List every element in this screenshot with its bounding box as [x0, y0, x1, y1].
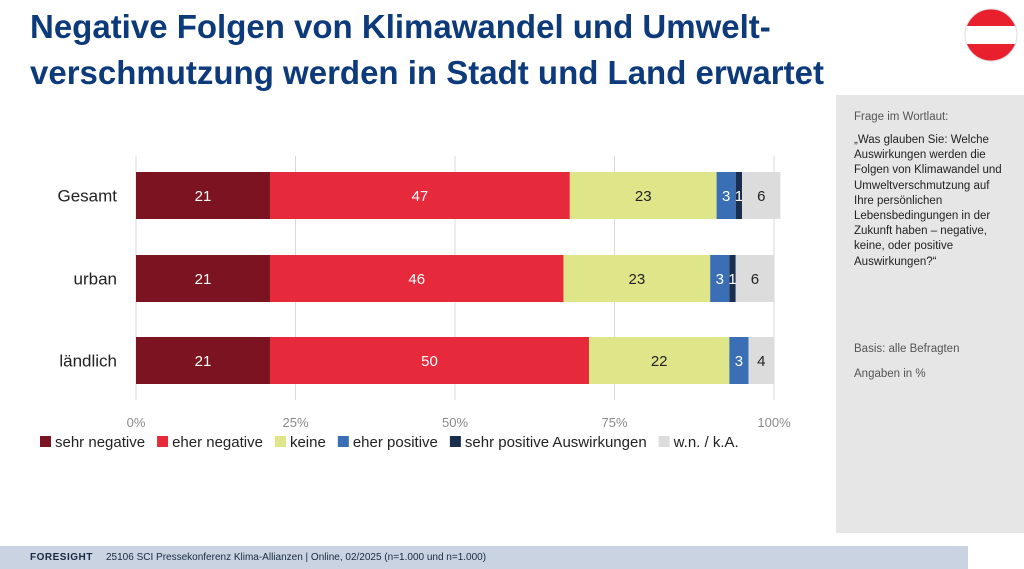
data-label: 4 [757, 353, 765, 370]
data-label: 46 [408, 271, 425, 288]
question-text: „Was glauben Sie: Welche Auswirkungen we… [854, 134, 1002, 268]
data-label: 3 [716, 271, 724, 288]
units-text: Angaben in % [854, 368, 926, 380]
data-label: 21 [195, 271, 212, 288]
austria-flag-icon [964, 8, 1018, 62]
bar-segment [735, 172, 743, 219]
legend-label: keine [290, 434, 326, 451]
bar-segment [269, 255, 564, 302]
x-tick-label: 0% [127, 415, 146, 430]
question-sidebar: Frage im Wortlaut: „Was glauben Sie: Wel… [836, 95, 1024, 533]
bar-segment [136, 172, 270, 219]
data-label: 3 [722, 188, 730, 205]
bar-segment [729, 255, 736, 302]
bar-segment [588, 337, 730, 384]
data-label: 21 [195, 188, 212, 205]
data-label: 50 [421, 353, 438, 370]
bar-segment [748, 337, 774, 384]
page-title: Negative Folgen von Klimawandel und Umwe… [30, 8, 824, 91]
bar-segment [269, 337, 589, 384]
footer-bar: FORESIGHT 25106 SCI Pressekonferenz Klim… [0, 546, 968, 569]
category-label: ländlich [59, 352, 117, 371]
data-label: 22 [651, 353, 668, 370]
category-label: Gesamt [57, 187, 117, 206]
category-label: urban [74, 270, 117, 289]
legend-swatch [449, 436, 461, 447]
bar-segment [136, 337, 270, 384]
legend-label: eher negative [172, 434, 263, 451]
legend-label: eher positive [353, 434, 438, 451]
legend-swatch [337, 436, 349, 447]
data-label: 1 [735, 188, 743, 205]
data-label: 21 [195, 353, 212, 370]
legend-swatch [274, 436, 286, 447]
bar-segment [716, 172, 736, 219]
legend-swatch [658, 436, 670, 447]
bar-segment [729, 337, 749, 384]
legend-label: sehr positive Auswirkungen [465, 434, 647, 451]
legend-label: sehr negative [55, 434, 145, 451]
data-label: 3 [735, 353, 743, 370]
data-label: 23 [628, 271, 645, 288]
bar-segment [735, 255, 774, 302]
bar-segment [569, 172, 717, 219]
x-tick-label: 50% [442, 415, 468, 430]
legend-swatch [157, 436, 169, 447]
x-tick-label: 75% [601, 415, 627, 430]
legend-label: w.n. / k.A. [673, 434, 739, 451]
x-tick-label: 100% [757, 415, 791, 430]
data-label: 1 [728, 271, 736, 288]
question-label: Frage im Wortlaut: [854, 111, 949, 123]
data-label: 6 [757, 188, 765, 205]
data-label: 47 [412, 188, 429, 205]
legend-swatch [40, 436, 51, 447]
bar-segment [710, 255, 730, 302]
bar-segment [742, 172, 781, 219]
footer-text: 25106 SCI Pressekonferenz Klima-Allianze… [106, 552, 487, 563]
bar-segment [136, 255, 270, 302]
bar-segment [269, 172, 570, 219]
basis-text: Basis: alle Befragten [854, 343, 960, 355]
footer-brand: FORESIGHT [30, 552, 93, 563]
data-label: 23 [635, 188, 652, 205]
bar-segment [563, 255, 711, 302]
x-tick-label: 25% [282, 415, 308, 430]
data-label: 6 [751, 271, 759, 288]
